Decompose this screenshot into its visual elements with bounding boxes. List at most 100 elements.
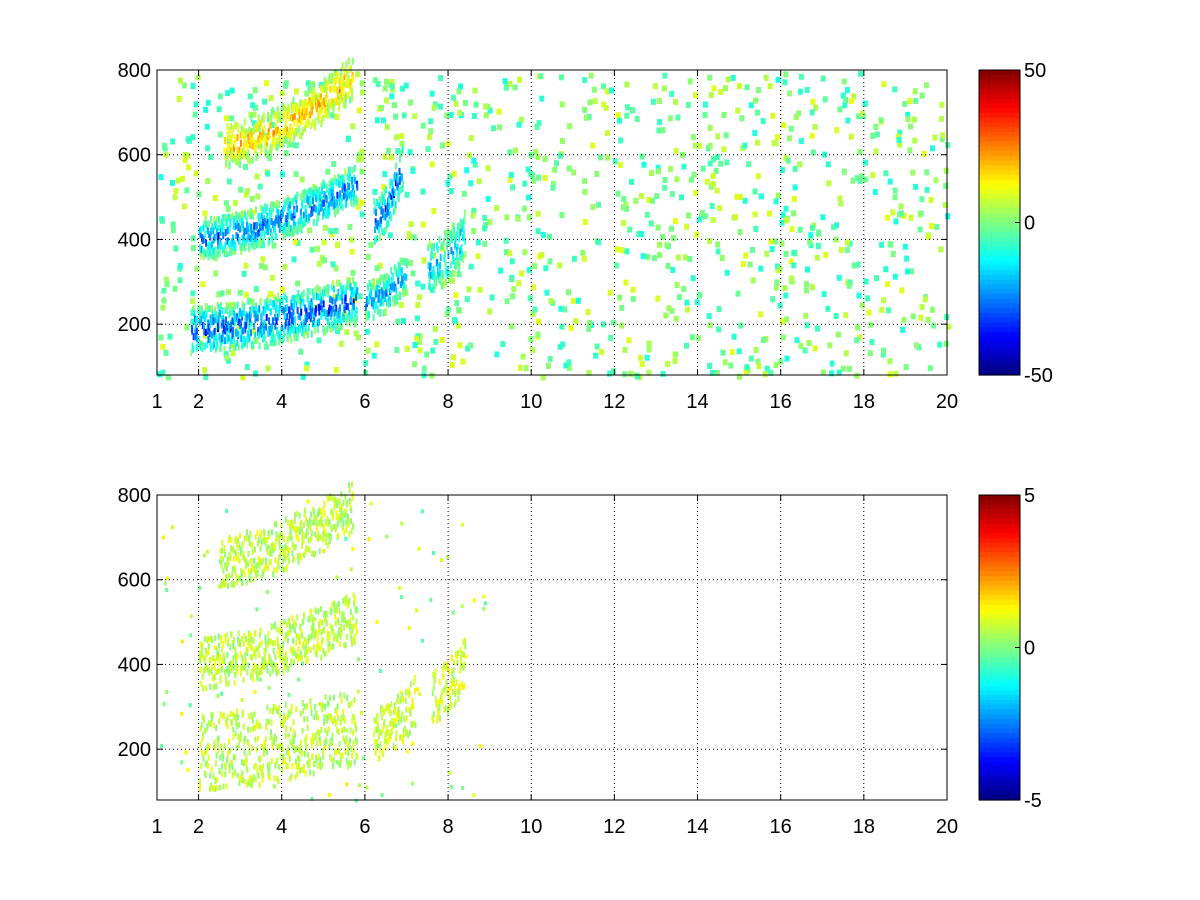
heatmap-cell <box>239 670 242 677</box>
heatmap-cell <box>285 296 288 304</box>
heatmap-cell <box>303 105 306 113</box>
heatmap-cell <box>330 305 333 313</box>
heatmap-cell <box>325 91 328 99</box>
heatmap-cell <box>641 161 647 168</box>
heatmap-cell <box>557 343 563 350</box>
heatmap-cell <box>408 221 414 228</box>
heatmap-cell <box>714 369 720 376</box>
heatmap-cell <box>297 558 300 565</box>
heatmap-cell <box>843 350 849 357</box>
heatmap-cell <box>385 273 388 281</box>
heatmap-cell <box>285 229 288 237</box>
colorbar-step <box>979 661 1020 668</box>
heatmap-cell <box>319 757 322 763</box>
heatmap-cell <box>298 132 301 139</box>
heatmap-cell <box>543 265 549 272</box>
heatmap-cell <box>507 250 513 257</box>
colorbar-step <box>979 552 1020 558</box>
heatmap-cell <box>927 365 933 372</box>
heatmap-cell <box>245 152 248 160</box>
heatmap-cell <box>193 309 196 317</box>
heatmap-cell <box>340 509 343 515</box>
heatmap-cell <box>657 251 663 258</box>
heatmap-cell <box>299 710 302 717</box>
heatmap-cell <box>716 326 722 333</box>
heatmap-cell <box>399 696 402 703</box>
heatmap-cell <box>308 187 311 195</box>
heatmap-cell <box>815 242 821 249</box>
heatmap-cell <box>327 495 330 502</box>
heatmap-cell <box>221 547 224 554</box>
colorbar-step <box>979 160 1020 166</box>
heatmap-cell <box>783 217 789 224</box>
heatmap-cell <box>328 743 331 750</box>
heatmap-cell <box>284 230 287 238</box>
heatmap-cell <box>756 87 762 93</box>
heatmap-cell <box>237 575 240 582</box>
heatmap-cell <box>902 243 908 250</box>
heatmap-cell <box>405 273 408 281</box>
heatmap-cell <box>582 178 588 185</box>
heatmap-cell <box>248 637 251 644</box>
heatmap-cell <box>657 241 662 248</box>
heatmap-cell <box>375 717 378 724</box>
heatmap-cell <box>288 114 291 122</box>
heatmap-cell <box>615 190 621 197</box>
heatmap-cell <box>253 222 256 230</box>
heatmap-cell <box>282 233 285 241</box>
heatmap-cell <box>527 295 533 302</box>
heatmap-cell <box>854 337 860 344</box>
heatmap-cell <box>411 741 415 746</box>
heatmap-cell <box>352 290 355 298</box>
heatmap-cell <box>228 225 231 232</box>
heatmap-cell <box>258 117 260 125</box>
heatmap-cell <box>459 646 462 653</box>
heatmap-cell <box>310 80 316 87</box>
heatmap-cell <box>265 170 271 177</box>
heatmap-cell <box>292 308 295 316</box>
heatmap-cell <box>212 722 215 729</box>
heatmap-cell <box>768 369 774 376</box>
heatmap-cell <box>329 533 332 540</box>
heatmap-cell <box>266 544 270 549</box>
heatmap-cell <box>252 241 255 249</box>
heatmap-cell <box>245 227 248 235</box>
heatmap-cell <box>311 307 314 315</box>
heatmap-cell <box>257 670 260 677</box>
heatmap-cell <box>379 747 382 754</box>
heatmap-cell <box>264 306 267 314</box>
heatmap-cell <box>385 705 388 711</box>
heatmap-cell <box>290 703 293 710</box>
heatmap-cell <box>502 78 508 85</box>
heatmap-cell <box>286 763 289 770</box>
heatmap-cell <box>359 80 365 87</box>
colorbar: 50-5 <box>978 485 1042 812</box>
heatmap-cell <box>781 122 787 129</box>
heatmap-cell <box>262 570 265 577</box>
heatmap-cell <box>268 655 271 662</box>
heatmap-cell <box>363 369 369 376</box>
heatmap-cell <box>333 607 336 614</box>
heatmap-cell <box>810 224 815 231</box>
heatmap-cell <box>235 535 237 542</box>
heatmap-cell <box>330 607 333 614</box>
colorbar-step <box>979 179 1020 185</box>
heatmap-cell <box>723 132 729 139</box>
heatmap-cell <box>322 224 328 231</box>
heatmap-cell <box>289 623 291 630</box>
heatmap-cell <box>255 193 261 200</box>
heatmap-cell <box>240 777 243 784</box>
heatmap-cell <box>892 194 898 201</box>
heatmap-cell <box>401 112 407 119</box>
heatmap-cell <box>461 522 465 527</box>
heatmap-cell <box>892 187 898 194</box>
heatmap-cell <box>923 82 929 89</box>
heatmap-cell <box>619 322 624 329</box>
heatmap-cell <box>605 154 611 161</box>
heatmap-cell <box>395 318 401 325</box>
heatmap-cell <box>282 641 285 648</box>
heatmap-cell <box>242 239 245 247</box>
heatmap-cell <box>249 726 252 733</box>
heatmap-cell <box>322 647 325 654</box>
heatmap-cell <box>351 713 354 720</box>
